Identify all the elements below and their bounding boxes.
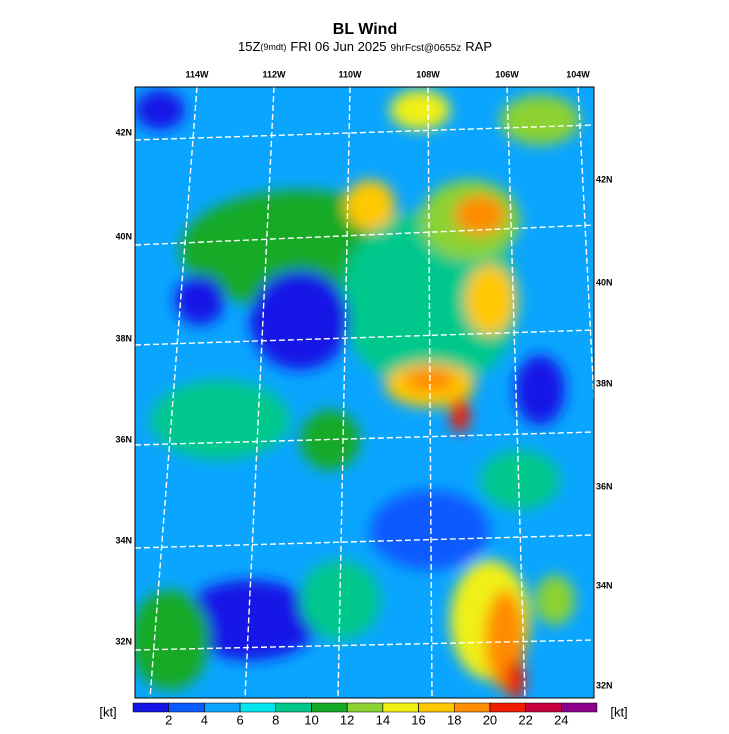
lat-label: 32N bbox=[115, 636, 132, 646]
grid bbox=[135, 87, 594, 698]
unit-left: [kt] bbox=[99, 704, 116, 719]
lat-label: 40N bbox=[596, 277, 613, 287]
lat-label: 34N bbox=[115, 535, 132, 545]
colorbar-swatch bbox=[418, 702, 455, 713]
subtitle: 15Z(9mdt) FRI 06 Jun 2025 9hrFcst@0655z RAP bbox=[238, 39, 492, 54]
map-labels: 114W 112W 110W 108W 106W 104W 42N 40N 38N 36N 34N 3… bbox=[115, 69, 612, 690]
lat-label: 40N bbox=[115, 231, 132, 241]
lat-label: 36N bbox=[115, 434, 132, 444]
colorbar-swatch bbox=[382, 702, 419, 713]
title: BL Wind bbox=[333, 21, 397, 38]
colorbar-swatch bbox=[204, 702, 241, 713]
lon-label: 110W bbox=[338, 69, 362, 79]
colorbar-label: 18 bbox=[447, 712, 461, 727]
lat-label: 42N bbox=[115, 127, 132, 137]
model: RAP bbox=[465, 39, 492, 54]
colorbar-label: 12 bbox=[340, 712, 354, 727]
lat-label: 32N bbox=[596, 680, 613, 690]
lon-label: 104W bbox=[566, 69, 590, 79]
lat-label: 42N bbox=[596, 174, 613, 184]
colorbar-swatch bbox=[346, 702, 384, 713]
colorbar-swatch bbox=[132, 702, 169, 713]
lon-label: 106W bbox=[495, 69, 519, 79]
colorbar-swatch bbox=[168, 702, 205, 713]
lat-label: 38N bbox=[596, 378, 613, 388]
lat-label: 34N bbox=[596, 580, 613, 590]
colorbar-swatch bbox=[561, 702, 598, 713]
colorbar-label: 8 bbox=[272, 712, 279, 727]
colorbar-label: 20 bbox=[483, 712, 497, 727]
colorbar-label: 16 bbox=[411, 712, 425, 727]
colorbar-swatch bbox=[275, 702, 312, 713]
colorbar: 2 4 6 8 10 12 14 16 18 20 22 24 bbox=[132, 702, 598, 727]
lon-label: 112W bbox=[262, 69, 286, 79]
lon-label: 108W bbox=[416, 69, 440, 79]
forecast: 9hrFcst@0655z bbox=[391, 43, 462, 54]
map-frame bbox=[134, 86, 595, 699]
lon-label: 114W bbox=[185, 69, 209, 79]
colorbar-label: 2 bbox=[165, 712, 172, 727]
valid-time: 15Z bbox=[238, 39, 260, 54]
colorbar-label: 22 bbox=[518, 712, 532, 727]
lat-label: 36N bbox=[596, 481, 613, 491]
colorbar-swatch bbox=[311, 702, 348, 713]
local-time: (9mdt) bbox=[260, 42, 286, 52]
lat-label: 38N bbox=[115, 333, 132, 343]
colorbar-label: 4 bbox=[201, 712, 208, 727]
colorbar-label: 24 bbox=[554, 712, 568, 727]
colorbar-swatch bbox=[525, 702, 562, 713]
date: FRI 06 Jun 2025 bbox=[290, 39, 386, 54]
colorbar-label: 14 bbox=[376, 712, 390, 727]
colorbar-label: 6 bbox=[236, 712, 243, 727]
colorbar-swatch bbox=[239, 702, 277, 713]
unit-right: [kt] bbox=[610, 704, 627, 719]
colorbar-label: 10 bbox=[304, 712, 318, 727]
wind-map bbox=[135, 87, 594, 698]
colorbar-swatch bbox=[489, 702, 526, 713]
colorbar-swatch bbox=[453, 702, 491, 713]
